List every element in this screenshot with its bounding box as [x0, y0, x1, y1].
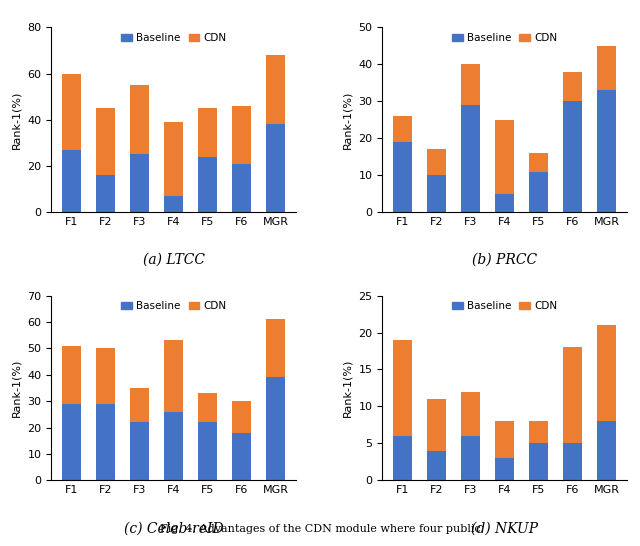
Bar [97, 404, 115, 480]
Text: (c) Celeb-reID: (c) Celeb-reID [124, 521, 223, 535]
Legend: Baseline, CDN: Baseline, CDN [448, 297, 561, 316]
Bar [597, 46, 616, 90]
Bar [393, 340, 412, 436]
Bar [198, 423, 217, 480]
Bar [597, 90, 616, 212]
Bar [198, 108, 217, 157]
Bar [266, 124, 285, 212]
Bar [393, 436, 412, 480]
Bar [97, 175, 115, 212]
Y-axis label: Rank-1(%): Rank-1(%) [342, 91, 353, 149]
Bar [164, 196, 183, 212]
Bar [62, 346, 81, 404]
Text: (a) LTCC: (a) LTCC [143, 253, 205, 267]
Bar [62, 404, 81, 480]
Bar [97, 108, 115, 175]
Bar [529, 443, 548, 480]
Bar [495, 458, 514, 480]
Bar [131, 85, 149, 155]
Bar [266, 377, 285, 480]
Bar [97, 348, 115, 404]
Y-axis label: Rank-1(%): Rank-1(%) [342, 359, 353, 417]
Bar [563, 102, 582, 212]
Y-axis label: Rank-1(%): Rank-1(%) [12, 91, 22, 149]
Bar [428, 399, 446, 451]
Bar [164, 122, 183, 196]
Bar [266, 319, 285, 377]
Bar [266, 55, 285, 124]
Bar [597, 325, 616, 422]
Bar [232, 433, 251, 480]
Bar [529, 153, 548, 171]
Text: (d) NKUP: (d) NKUP [471, 521, 538, 535]
Legend: Baseline, CDN: Baseline, CDN [448, 29, 561, 47]
Bar [563, 443, 582, 480]
Bar [597, 422, 616, 480]
Y-axis label: Rank-1(%): Rank-1(%) [12, 359, 22, 417]
Bar [198, 393, 217, 423]
Bar [62, 150, 81, 212]
Text: Fig. 4: Advantages of the CDN module where four public: Fig. 4: Advantages of the CDN module whe… [159, 524, 481, 534]
Bar [461, 105, 480, 212]
Bar [495, 422, 514, 458]
Bar [461, 64, 480, 105]
Bar [232, 164, 251, 212]
Bar [428, 451, 446, 480]
Bar [393, 116, 412, 142]
Bar [428, 150, 446, 175]
Bar [428, 175, 446, 212]
Legend: Baseline, CDN: Baseline, CDN [117, 297, 230, 316]
Text: (b) PRCC: (b) PRCC [472, 253, 537, 267]
Bar [529, 422, 548, 443]
Bar [232, 106, 251, 164]
Bar [529, 171, 548, 212]
Bar [131, 155, 149, 212]
Bar [164, 340, 183, 412]
Bar [563, 72, 582, 102]
Legend: Baseline, CDN: Baseline, CDN [117, 29, 230, 47]
Bar [131, 388, 149, 423]
Bar [495, 194, 514, 212]
Bar [393, 142, 412, 212]
Bar [461, 436, 480, 480]
Bar [131, 423, 149, 480]
Bar [232, 401, 251, 433]
Bar [461, 391, 480, 436]
Bar [563, 347, 582, 443]
Bar [198, 157, 217, 212]
Bar [62, 74, 81, 150]
Bar [495, 120, 514, 194]
Bar [164, 412, 183, 480]
